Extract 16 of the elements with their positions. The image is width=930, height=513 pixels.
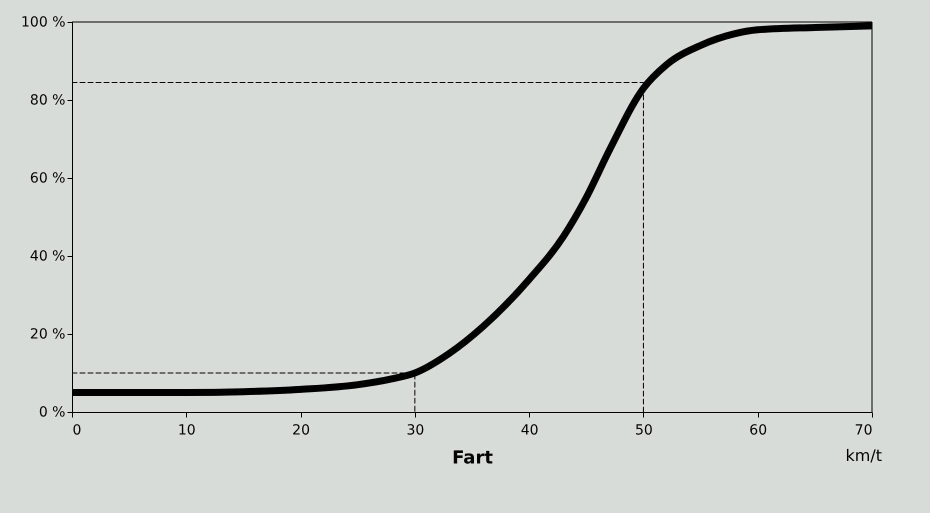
y-tick-label: 80 %	[30, 92, 66, 108]
x-tick-label: 20	[292, 422, 310, 438]
text: km/t	[845, 446, 882, 465]
x-tick-label: 40	[520, 422, 539, 438]
y-tick-label: 0 %	[38, 404, 66, 420]
x-tick-label: 0	[72, 422, 82, 438]
x-tick-label: 70	[854, 422, 872, 438]
y-tick-label: 20 %	[30, 326, 66, 342]
x-tick-label: 10	[178, 422, 196, 438]
y-tick-label: 60 %	[30, 170, 66, 186]
x-tick-label: 50	[635, 422, 653, 438]
x-tick-label: 30	[406, 422, 424, 438]
x-axis-title: Fart	[452, 448, 494, 468]
x-tick-label: 60	[749, 422, 768, 438]
y-tick-label: 100 %	[21, 14, 66, 30]
y-tick-label: 40 %	[30, 248, 66, 264]
